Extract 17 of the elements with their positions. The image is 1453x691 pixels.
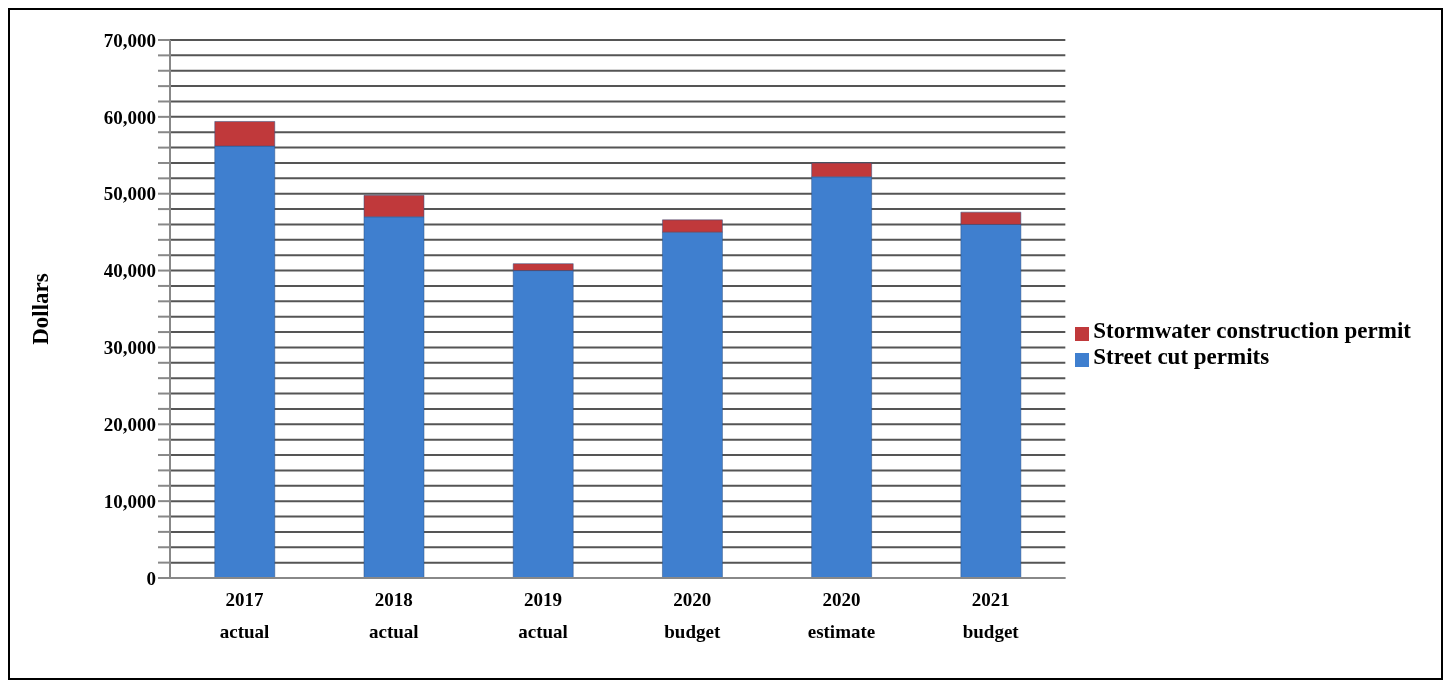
y-tick-label: 20,000	[103, 414, 156, 436]
legend-label: Stormwater construction permit	[1093, 318, 1411, 343]
x-tick-label: 2017 actual	[219, 589, 270, 642]
y-tick-label: 70,000	[103, 29, 156, 51]
x-tick-label: 2020 budget	[664, 589, 721, 642]
y-tick-label: 50,000	[103, 183, 156, 205]
y-tick-label: 40,000	[103, 260, 156, 282]
legend-label: Street cut permits	[1093, 344, 1270, 369]
y-tick-label: 10,000	[103, 490, 156, 512]
y-axis-title: Dollars	[28, 273, 54, 345]
y-tick-label: 0	[146, 567, 156, 589]
x-tick-label: 2019 actual	[518, 589, 568, 642]
x-tick-label: 2018 actual	[369, 589, 419, 642]
x-tick-label: 2021 budget	[962, 589, 1020, 642]
y-tick-label: 30,000	[103, 337, 156, 359]
x-tick-label: 2020 estimate	[807, 589, 876, 642]
y-tick-label: 60,000	[103, 106, 156, 128]
